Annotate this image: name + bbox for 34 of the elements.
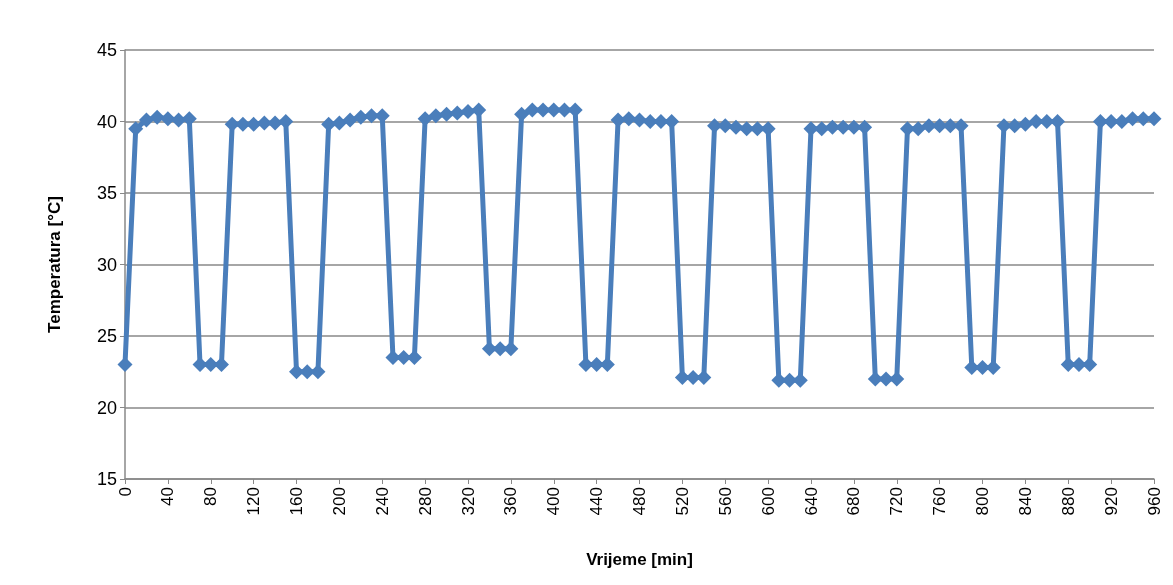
- x-tick-label: 320: [458, 487, 478, 516]
- x-tick-label: 680: [844, 487, 864, 516]
- x-tick-label: 0: [115, 487, 135, 497]
- y-tick-label: 20: [96, 397, 117, 418]
- x-tick-label: 720: [887, 487, 907, 516]
- y-tick-label: 40: [96, 111, 117, 132]
- x-tick-label: 960: [1144, 487, 1164, 516]
- x-axis-title: Vrijeme [min]: [586, 550, 693, 569]
- x-tick-label: 240: [372, 487, 392, 516]
- x-tick-label: 800: [973, 487, 992, 516]
- x-tick-label: 120: [244, 487, 264, 516]
- y-tick-label: 15: [96, 469, 117, 489]
- y-tick-label: 35: [96, 183, 117, 203]
- x-tick-label: 760: [930, 487, 950, 516]
- x-tick-label: 440: [587, 487, 607, 516]
- x-tick-label: 400: [544, 487, 564, 516]
- x-tick-label: 160: [287, 487, 306, 516]
- x-tick-label: 480: [630, 487, 649, 516]
- x-tick-label: 640: [801, 487, 821, 516]
- x-tick-label: 360: [501, 487, 521, 516]
- y-tick-label: 45: [96, 40, 117, 60]
- y-axis-title: Temperatura [°C]: [45, 196, 64, 333]
- x-tick-label: 560: [715, 487, 735, 516]
- y-tick-label: 25: [96, 326, 117, 346]
- x-tick-label: 880: [1058, 487, 1078, 516]
- x-tick-label: 40: [158, 487, 178, 506]
- x-tick-label: 600: [758, 487, 778, 516]
- x-tick-label: 840: [1015, 487, 1035, 516]
- x-tick-label: 280: [415, 487, 435, 516]
- x-tick-label: 200: [329, 487, 349, 516]
- x-tick-label: 520: [672, 487, 692, 516]
- x-tick-label: 920: [1101, 487, 1121, 516]
- x-tick-label: 80: [201, 487, 221, 506]
- y-tick-label: 30: [96, 254, 117, 275]
